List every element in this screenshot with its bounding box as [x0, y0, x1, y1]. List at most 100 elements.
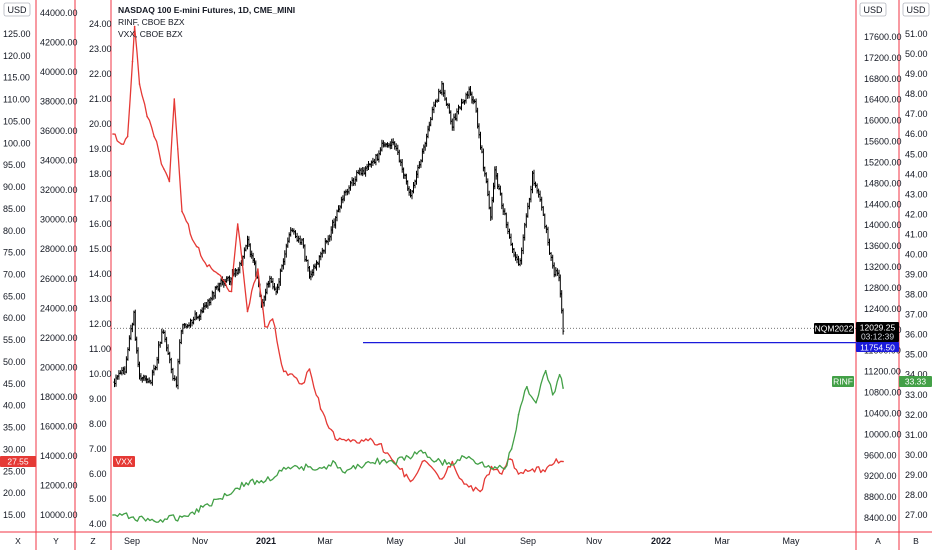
- axis_z-tick-label: 24.00: [89, 19, 112, 29]
- axis_x-tick-label: 45.00: [3, 379, 26, 389]
- axis_b-tick-label: 48.00: [905, 89, 928, 99]
- axis_b-tick-label: 29.00: [905, 470, 928, 480]
- vxx-point: [544, 470, 546, 473]
- axis_a-unit-button[interactable]: [859, 2, 887, 17]
- plot-area[interactable]: [111, 25, 856, 523]
- rinf-line[interactable]: [112, 370, 564, 523]
- axis_b-unit-label: USD: [906, 5, 926, 15]
- axis_a-tick-label: 15600.00: [864, 137, 902, 147]
- axis_a-tick-label: 8400.00: [864, 513, 897, 523]
- axis_b-tick-label: 39.00: [905, 270, 928, 280]
- axis_b-tick-label: 28.00: [905, 490, 928, 500]
- axis_x-tick-label: 80.00: [3, 226, 26, 236]
- rinf-point: [323, 466, 325, 468]
- rinf-point: [264, 480, 267, 482]
- time-tick-label: Mar: [714, 536, 730, 546]
- axis-button-z[interactable]: Z: [90, 536, 95, 546]
- axis_a-tick-label: 14000.00: [864, 220, 902, 230]
- vxx-line[interactable]: [112, 25, 564, 493]
- axis_a-tick-label: 17600.00: [864, 32, 902, 42]
- rinf-point: [334, 462, 337, 464]
- rinf-point: [435, 460, 438, 462]
- legend-rinf: RINF, CBOE BZX: [118, 17, 185, 27]
- time-tick-label: 2022: [651, 536, 671, 546]
- axis_a-tick-label: 16400.00: [864, 95, 902, 105]
- vxx-label-tag: [113, 456, 135, 467]
- rinf-point: [365, 462, 367, 464]
- vxx-point: [138, 83, 141, 85]
- rinf-point: [463, 456, 466, 458]
- nq-price-sub-text: 03:12:39: [861, 332, 894, 342]
- axis_x-tick-label: 50.00: [3, 357, 26, 367]
- axis_x-tick-label: 115.00: [3, 73, 30, 83]
- axis_x-tick-label: 65.00: [3, 291, 26, 301]
- axis_a-tick-label: 12400.00: [864, 304, 902, 314]
- axis-button-y[interactable]: Y: [53, 536, 59, 546]
- axis-button-b[interactable]: B: [913, 536, 919, 546]
- hline-price-text: 11754.50: [860, 343, 895, 353]
- vxx-point: [555, 458, 557, 460]
- axis_b-tick-label: 33.00: [905, 390, 928, 400]
- axis_b-tick-label: 31.00: [905, 430, 928, 440]
- axis_x-tick-label: 25.00: [3, 466, 26, 476]
- axis_b-tick-label: 27.00: [905, 510, 928, 520]
- axis_y-tick-label: 32000.00: [40, 185, 78, 195]
- rinf-point: [344, 472, 346, 474]
- axis_x-unit-label: USD: [7, 5, 27, 15]
- time-tick-label: 2021: [256, 536, 276, 546]
- axis_z-tick-label: 6.00: [89, 469, 107, 479]
- legend-vxx: VXX, CBOE BZX: [118, 29, 183, 39]
- rinf-point: [307, 466, 309, 468]
- axis_y-tick-label: 24000.00: [40, 303, 78, 313]
- axis_x-tick-label: 55.00: [3, 335, 26, 345]
- axis_x-tick-label: 100.00: [3, 138, 31, 148]
- time-axis[interactable]: Sep Nov 2021 Mar May Jul Sep Nov 2022 Mar May X Y Z A B: [15, 536, 919, 546]
- rinf-point: [479, 462, 482, 464]
- axis_b-unit-button[interactable]: [902, 2, 930, 17]
- axis_z-tick-label: 17.00: [89, 194, 112, 204]
- time-tick-label: Mar: [317, 536, 333, 546]
- axis_a-tick-label: 16800.00: [864, 74, 902, 84]
- axis-button-x[interactable]: X: [15, 536, 21, 546]
- vxx-point: [177, 148, 179, 150]
- rinf-point: [526, 385, 528, 388]
- vxx-point: [153, 135, 155, 138]
- vxx-point: [463, 483, 466, 485]
- axis_x-unit-button[interactable]: [3, 2, 31, 17]
- axis_y-tick-label: 22000.00: [40, 333, 78, 343]
- axis_a-tick-label: 11200.00: [864, 367, 901, 377]
- nq-label-text: NQM2022: [815, 324, 854, 334]
- vxx-point: [257, 268, 259, 270]
- axis_a-tick-label: 13200.00: [864, 262, 902, 272]
- axis_a-tick-label: 13600.00: [864, 241, 902, 251]
- axis_z-tick-label: 7.00: [89, 444, 107, 454]
- axis_b-tick-label: 44.00: [905, 169, 928, 179]
- axis_x-tick-label: 105.00: [3, 116, 31, 126]
- axis_y-tick-label: 40000.00: [40, 67, 78, 77]
- rinf-point: [503, 468, 506, 470]
- axis_a-tick-label: 8800.00: [864, 492, 897, 502]
- axis_y-tick-label: 20000.00: [40, 362, 78, 372]
- axis_b-tick-label: 34.00: [905, 370, 928, 380]
- axis_b-tick-label: 38.00: [905, 290, 928, 300]
- rinf-label-tag: [832, 376, 854, 387]
- nq-price-tag: [856, 322, 899, 342]
- axis-button-a[interactable]: A: [875, 536, 881, 546]
- vxx-point: [206, 265, 208, 268]
- axis_y-tick-label: 16000.00: [40, 421, 78, 431]
- rinf-point: [245, 482, 247, 484]
- vxx-point: [378, 443, 381, 445]
- time-tick-label: May: [386, 536, 404, 546]
- axis_b-tick-label: 36.00: [905, 330, 928, 340]
- vxx-point: [282, 370, 285, 373]
- axis_z-tick-label: 20.00: [89, 119, 112, 129]
- axis_y-tick-label: 42000.00: [40, 38, 78, 48]
- vxx-price-tag: [0, 456, 36, 467]
- axis_z-tick-label: 19.00: [89, 144, 112, 154]
- hline-price-tag: [856, 342, 899, 352]
- axis-labels: 15.00 20.00 25.00 30.00 35.00 40.00 45.00 50.00…: [3, 2, 930, 529]
- vxx-point: [293, 375, 296, 378]
- axis_z-tick-label: 9.00: [89, 394, 107, 404]
- axis_a-tick-label: 10800.00: [864, 388, 902, 398]
